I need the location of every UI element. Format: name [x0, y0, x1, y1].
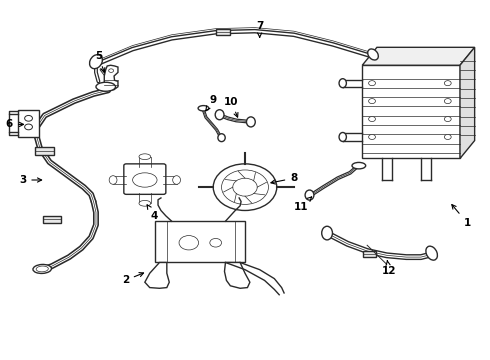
Polygon shape	[362, 47, 475, 65]
Ellipse shape	[215, 110, 224, 120]
Ellipse shape	[33, 265, 51, 274]
Bar	[363, 251, 376, 257]
Ellipse shape	[305, 190, 314, 200]
Ellipse shape	[322, 226, 332, 240]
Bar	[155, 221, 245, 262]
Ellipse shape	[352, 162, 366, 169]
Text: 5: 5	[95, 51, 105, 72]
Bar	[35, 147, 54, 155]
Circle shape	[444, 99, 451, 104]
Circle shape	[24, 124, 32, 130]
Ellipse shape	[90, 55, 102, 69]
Bar	[44, 216, 61, 223]
Text: 6: 6	[6, 120, 24, 129]
Circle shape	[368, 81, 375, 86]
Ellipse shape	[198, 105, 209, 111]
Ellipse shape	[339, 132, 346, 141]
Circle shape	[368, 117, 375, 122]
Circle shape	[24, 116, 32, 121]
Bar	[18, 110, 39, 137]
Text: 3: 3	[19, 175, 42, 185]
Text: 9: 9	[206, 95, 217, 111]
Bar	[362, 65, 460, 158]
Text: 11: 11	[294, 197, 312, 212]
Circle shape	[210, 238, 221, 247]
Circle shape	[444, 81, 451, 86]
Polygon shape	[460, 47, 475, 158]
Ellipse shape	[426, 246, 438, 260]
Bar	[216, 29, 230, 36]
Polygon shape	[224, 262, 250, 288]
Circle shape	[233, 178, 257, 196]
Text: 12: 12	[382, 261, 396, 276]
Circle shape	[221, 170, 269, 204]
Polygon shape	[145, 262, 169, 288]
Ellipse shape	[133, 173, 157, 187]
Circle shape	[213, 164, 277, 211]
Ellipse shape	[109, 176, 117, 184]
Circle shape	[368, 99, 375, 104]
Circle shape	[179, 235, 198, 250]
Circle shape	[368, 134, 375, 139]
Ellipse shape	[139, 154, 151, 159]
Ellipse shape	[368, 49, 378, 60]
Circle shape	[444, 134, 451, 139]
Ellipse shape	[246, 117, 255, 127]
Circle shape	[109, 69, 114, 72]
Text: 4: 4	[147, 205, 158, 221]
Polygon shape	[104, 65, 118, 90]
Text: 10: 10	[224, 97, 239, 117]
Circle shape	[444, 117, 451, 122]
Text: 2: 2	[122, 273, 144, 285]
FancyBboxPatch shape	[124, 164, 166, 194]
Ellipse shape	[218, 134, 225, 141]
Text: 7: 7	[256, 21, 263, 37]
Ellipse shape	[96, 82, 116, 91]
Ellipse shape	[172, 176, 180, 184]
Text: 8: 8	[271, 173, 297, 184]
Ellipse shape	[139, 201, 151, 206]
Ellipse shape	[36, 266, 49, 272]
Ellipse shape	[339, 79, 346, 87]
Text: 1: 1	[452, 204, 471, 228]
